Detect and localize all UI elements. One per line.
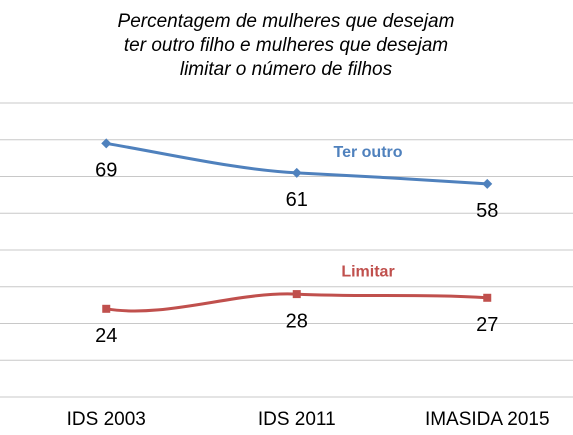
data-label: 28 (286, 310, 308, 332)
marker (291, 167, 302, 178)
marker (292, 290, 301, 299)
x-tick-label: IMASIDA 2015 (425, 409, 550, 430)
chart-title: Percentagem de mulheres que desejam (118, 11, 455, 32)
data-label: 58 (476, 200, 498, 222)
data-label: 24 (95, 325, 117, 347)
series-label: Ter outro (333, 144, 402, 161)
data-label: 61 (286, 189, 308, 211)
marker (102, 304, 111, 313)
series-label: Limitar (341, 263, 394, 280)
chart-title: ter outro filho e mulheres que desejam (124, 35, 448, 56)
x-tick-label: IDS 2011 (258, 409, 336, 430)
data-label: 69 (95, 160, 117, 182)
x-tick-label: IDS 2003 (67, 409, 146, 430)
marker (482, 178, 493, 189)
marker (101, 138, 112, 149)
marker (483, 293, 492, 302)
chart-title: limitar o número de filhos (180, 59, 393, 80)
data-label: 27 (476, 314, 498, 336)
